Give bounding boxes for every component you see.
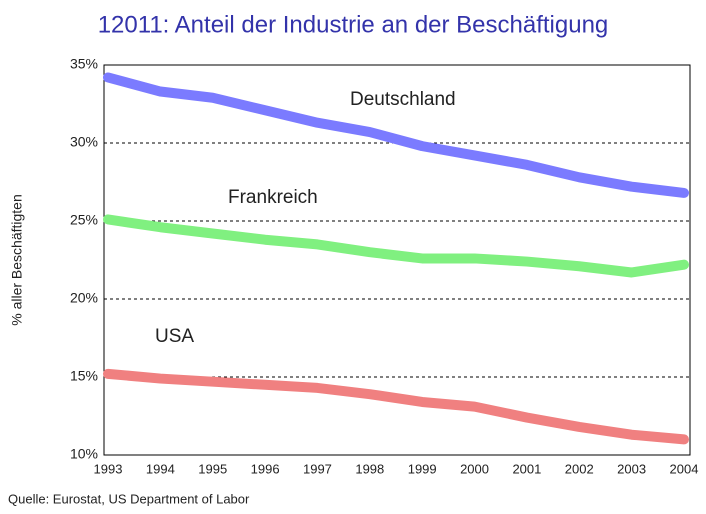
series-label: Deutschland (350, 89, 456, 110)
x-tick-label: 1993 (94, 461, 123, 476)
x-tick-label: 1995 (198, 461, 227, 476)
series-label: USA (155, 326, 194, 347)
y-tick-label: 20% (70, 290, 98, 306)
x-tick-label: 1999 (408, 461, 437, 476)
plot-frame (103, 64, 691, 456)
x-tick-label: 1997 (303, 461, 332, 476)
x-tick-label: 2004 (670, 461, 699, 476)
y-tick-label: 15% (70, 368, 98, 384)
x-tick-label: 2003 (617, 461, 646, 476)
source: Quelle: Eurostat, US Department of Labor (8, 491, 250, 506)
series-line (103, 214, 689, 278)
y-axis-label: % aller Beschäftigten (9, 194, 25, 326)
series-label: Frankreich (228, 187, 318, 208)
x-tick-label: 2002 (565, 461, 594, 476)
x-tick-label: 1994 (146, 461, 175, 476)
series-line (103, 368, 689, 445)
y-tick-label: 10% (70, 446, 98, 462)
x-tick-label: 2000 (460, 461, 489, 476)
y-tick-label: 25% (70, 212, 98, 228)
y-tick-label: 30% (70, 134, 98, 150)
chart-title: 12011: Anteil der Industrie an der Besch… (98, 11, 609, 38)
x-tick-label: 1996 (251, 461, 280, 476)
series-line (103, 72, 689, 198)
y-tick-label: 35% (70, 56, 98, 72)
x-tick-label: 2001 (512, 461, 541, 476)
x-tick-label: 1998 (355, 461, 384, 476)
